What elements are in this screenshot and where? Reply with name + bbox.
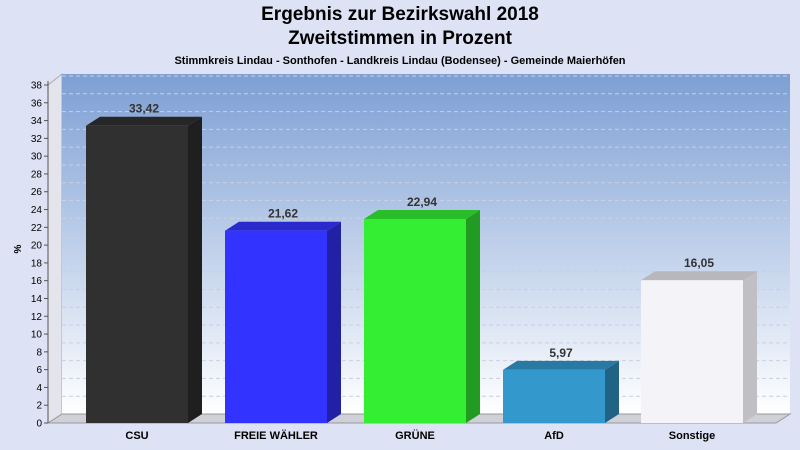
- y-tick-label: 12: [31, 312, 43, 323]
- bar-top: [641, 271, 757, 281]
- y-tick-label: 26: [31, 187, 43, 198]
- bar: [225, 230, 327, 423]
- y-tick-label: 10: [31, 330, 43, 341]
- y-tick-label: 20: [31, 241, 43, 252]
- bar-value-label: 5,97: [549, 346, 573, 360]
- y-tick-label: 18: [31, 258, 43, 269]
- y-tick-label: 22: [31, 223, 43, 234]
- bar: [364, 218, 466, 423]
- bar-top: [503, 360, 619, 370]
- bar-side: [327, 221, 341, 423]
- bar-side: [743, 271, 757, 423]
- plot-side-wall: [47, 72, 63, 424]
- chart-title-line2: Zweitstimmen in Prozent: [288, 28, 512, 49]
- bar-top: [364, 209, 480, 219]
- x-category-label: AfD: [544, 430, 564, 442]
- bar-value-label: 16,05: [684, 256, 714, 270]
- x-category-label: GRÜNE: [395, 429, 435, 442]
- y-tick-label: 14: [31, 294, 43, 305]
- bar: [503, 369, 605, 423]
- y-tick-label: 24: [31, 205, 43, 216]
- y-tick-label: 34: [31, 116, 43, 127]
- y-tick-label: 38: [31, 81, 43, 92]
- bar: [641, 280, 743, 423]
- bar-top: [225, 221, 341, 231]
- chart-title: Ergebnis zur Bezirkswahl 2018: [261, 4, 539, 25]
- bar-side: [466, 209, 480, 423]
- x-category-label: CSU: [125, 430, 148, 442]
- bar-side: [605, 360, 619, 423]
- x-category-label: FREIE WÄHLER: [234, 429, 318, 442]
- bar-value-label: 33,42: [129, 102, 159, 116]
- y-tick-label: 32: [31, 134, 43, 145]
- y-tick-label: 36: [31, 98, 43, 109]
- y-tick-label: 28: [31, 169, 43, 180]
- y-tick-label: 4: [36, 383, 42, 394]
- bar-side: [188, 116, 202, 424]
- y-tick-label: 0: [36, 419, 42, 430]
- y-tick-label: 8: [36, 347, 42, 358]
- x-category-label: Sonstige: [669, 430, 715, 442]
- y-tick-label: 2: [36, 401, 42, 412]
- bar: [86, 125, 188, 424]
- y-tick-label: 16: [31, 276, 43, 287]
- bar-value-label: 21,62: [268, 207, 298, 221]
- y-axis-label: %: [13, 244, 24, 253]
- chart-subtitle: Stimmkreis Lindau - Sonthofen - Landkrei…: [174, 55, 626, 67]
- y-tick-label: 30: [31, 152, 43, 163]
- bar-top: [86, 116, 202, 126]
- y-tick-label: 6: [36, 365, 42, 376]
- bar-value-label: 22,94: [407, 195, 437, 209]
